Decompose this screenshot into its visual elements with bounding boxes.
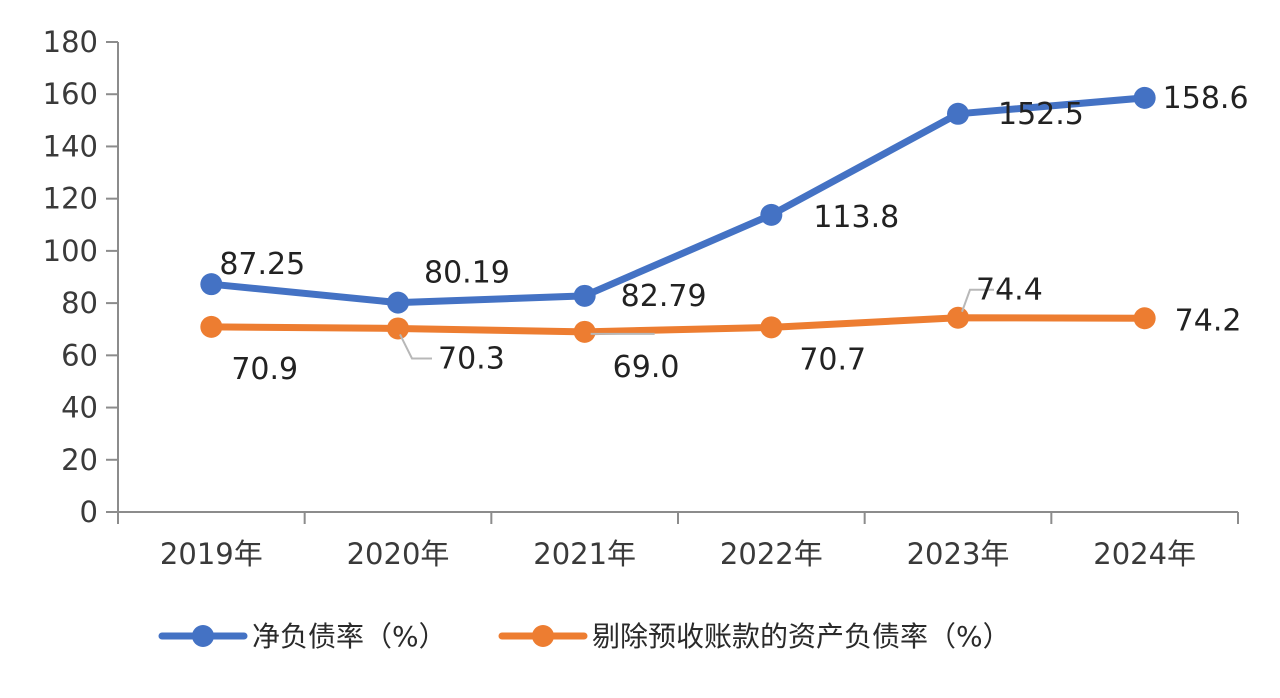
- data-label-series-2: 70.3: [438, 341, 505, 376]
- data-labels: 87.25 80.19 82.79 113.8 152.5 158.6 70.9 70.3 69…: [219, 81, 1248, 387]
- data-point-series-1: [1133, 86, 1156, 109]
- y-tick-label: 0: [80, 495, 98, 529]
- x-axis: 2019年 2020年 2021年 2022年 2023年 2024年: [117, 511, 1239, 571]
- legend-label: 净负债率（%）: [252, 620, 447, 653]
- label-leader-line: [399, 333, 432, 360]
- data-label-series-2: 69.0: [613, 350, 680, 385]
- data-point-series-1: [200, 273, 223, 296]
- series-layer: [200, 86, 1156, 343]
- y-axis: 0 20 40 60 80 100 120 140 160 180: [43, 25, 119, 529]
- data-point-series-2: [947, 306, 969, 329]
- data-point-series-2: [573, 320, 596, 343]
- legend-swatch-marker: [532, 625, 554, 647]
- y-tick-label: 80: [61, 286, 98, 320]
- x-tick-label: 2019年: [160, 537, 263, 571]
- data-point-series-2: [760, 316, 783, 339]
- data-point-series-1: [573, 284, 596, 307]
- y-tick-label: 180: [43, 25, 98, 59]
- x-tick-label: 2020年: [347, 537, 450, 571]
- data-label-series-1: 113.8: [813, 200, 899, 235]
- x-tick-label: 2021年: [533, 537, 636, 571]
- y-tick-label: 20: [61, 443, 98, 477]
- y-tick-label: 100: [43, 234, 98, 268]
- data-label-series-2: 70.9: [231, 352, 298, 387]
- legend-label: 剔除预收账款的资产负债率（%）: [592, 620, 1011, 653]
- y-tick-label: 40: [61, 391, 98, 425]
- leader-lines: [399, 288, 994, 360]
- data-point-series-2: [1133, 307, 1156, 330]
- data-point-series-1: [387, 291, 409, 314]
- x-tick-label: 2022年: [720, 537, 823, 571]
- series-line-1: [207, 94, 1149, 307]
- legend: 净负债率（%） 剔除预收账款的资产负债率（%）: [158, 620, 1011, 653]
- data-point-series-2: [200, 315, 223, 338]
- x-tick-label: 2023年: [907, 537, 1010, 571]
- data-label-series-1: 82.79: [621, 279, 707, 314]
- data-point-series-1: [760, 203, 783, 226]
- y-tick-label: 140: [43, 129, 98, 163]
- y-tick-label: 120: [43, 182, 98, 216]
- data-label-series-2: 74.4: [976, 273, 1043, 308]
- legend-swatch-marker: [192, 625, 214, 647]
- series-line-2: [207, 314, 1149, 336]
- data-label-series-1: 80.19: [424, 256, 510, 291]
- x-tick-label: 2024年: [1093, 537, 1196, 571]
- y-tick-label: 60: [61, 338, 98, 372]
- data-label-series-1: 152.5: [998, 97, 1084, 132]
- data-label-series-2: 74.2: [1175, 303, 1242, 338]
- data-point-series-2: [387, 317, 409, 340]
- data-label-series-2: 70.7: [799, 342, 866, 377]
- y-tick-label: 160: [43, 77, 98, 111]
- data-label-series-1: 158.6: [1163, 81, 1249, 116]
- label-leader-line: [961, 288, 994, 313]
- data-point-series-1: [947, 102, 969, 125]
- data-label-series-1: 87.25: [219, 247, 305, 282]
